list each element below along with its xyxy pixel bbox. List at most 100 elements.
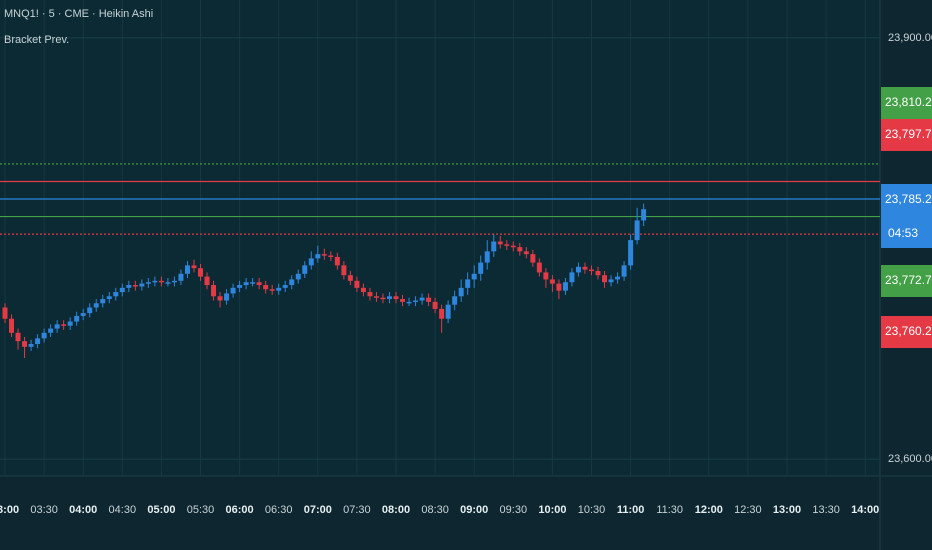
price-tag [881,265,932,297]
y-tick-label: 23,900.00 [888,32,932,44]
candle-body [556,283,562,291]
candle-body [452,296,458,305]
candle-body [530,254,536,263]
candle-body [360,287,366,293]
candle-body [217,296,223,301]
candle-body [269,289,275,291]
candle-body [608,279,614,283]
candle-body [321,254,327,256]
candle-body [504,244,510,246]
candle-body [589,269,594,272]
candle-body [263,285,269,290]
candle-body [295,273,301,280]
candle-body [302,265,308,274]
candle-body [602,275,608,283]
price-tag [881,184,932,248]
candle-body [224,293,230,301]
candle-body [204,276,210,286]
x-tick-label: 11:00 [617,504,645,516]
x-tick-label: 04:00 [69,504,97,516]
x-tick-label: 08:00 [382,504,410,516]
candle-body [458,287,464,297]
candle-body [386,296,392,300]
candle-body [615,276,621,280]
candle-body [191,265,197,269]
candle-body [158,280,164,283]
candle-body [67,321,73,326]
price-tag-label: 23,785.25 [885,192,932,206]
candle-body [595,270,601,276]
x-tick-label: 05:30 [187,504,215,516]
candle-body [87,307,93,314]
candle-body [48,328,54,333]
candle-body [119,287,125,293]
candle-body [582,266,588,270]
y-tick-label: 23,600.00 [888,453,932,465]
candle-body [198,268,203,277]
candle-body [575,266,581,273]
candle-body [465,279,471,288]
candle-body [80,313,86,316]
candle-body [497,241,503,245]
candle-body [400,299,406,302]
x-tick-label: 10:00 [538,504,566,516]
indicator-name: Bracket Prev. [4,34,69,46]
candle-body [106,296,112,300]
candle-body [250,282,256,284]
candle-body [9,318,15,333]
candle-body [517,247,523,252]
candle-body [562,282,568,291]
plot-area [0,0,880,476]
candle-body [373,296,379,298]
candle-body [543,272,549,280]
candle-body [628,240,634,266]
candle-body [256,282,262,286]
x-tick-label: 13:00 [773,504,801,516]
candle-body [145,282,151,284]
x-tick-label: 13:30 [812,504,840,516]
x-tick-label: 07:30 [343,504,371,516]
x-tick-label: 09:00 [460,504,488,516]
candle-body [315,254,321,259]
candle-body [276,287,282,291]
candle-body [426,297,432,302]
candle-body [178,273,184,281]
candle-body [41,332,47,339]
candle-body [35,338,41,345]
candle-body [432,301,438,309]
candle-body [341,265,347,276]
candle-body [22,341,28,347]
price-tag [881,316,932,348]
price-tag [881,119,932,151]
candle-body [308,258,314,266]
candle-body [61,324,67,326]
candle-body [184,265,190,274]
candle-body [15,332,21,342]
candle-body [54,324,60,329]
candle-body [139,283,145,287]
candle-body [74,315,80,322]
price-tag [881,87,932,119]
x-tick-label: 10:30 [578,504,606,516]
candle-body [282,285,288,288]
candle-body [334,256,340,266]
candle-body [171,280,177,283]
candle-body [445,304,451,319]
candle-body [126,285,132,288]
candle-body [289,279,295,286]
countdown-label: 04:53 [888,226,918,240]
candle-body [621,265,627,277]
price-tag-label: 23,760.25 [885,324,932,338]
candle-body [569,272,575,283]
x-tick-label: 14:00 [851,504,879,516]
candle-body [634,220,640,241]
candle-body [439,308,445,319]
candle-body [113,292,119,297]
price-tag-label: 23,797.75 [885,127,932,141]
candle-body [211,285,217,297]
candle-body [393,296,399,300]
x-tick-label: 06:30 [265,504,293,516]
x-tick-label: 12:00 [695,504,723,516]
candle-body [510,245,516,248]
